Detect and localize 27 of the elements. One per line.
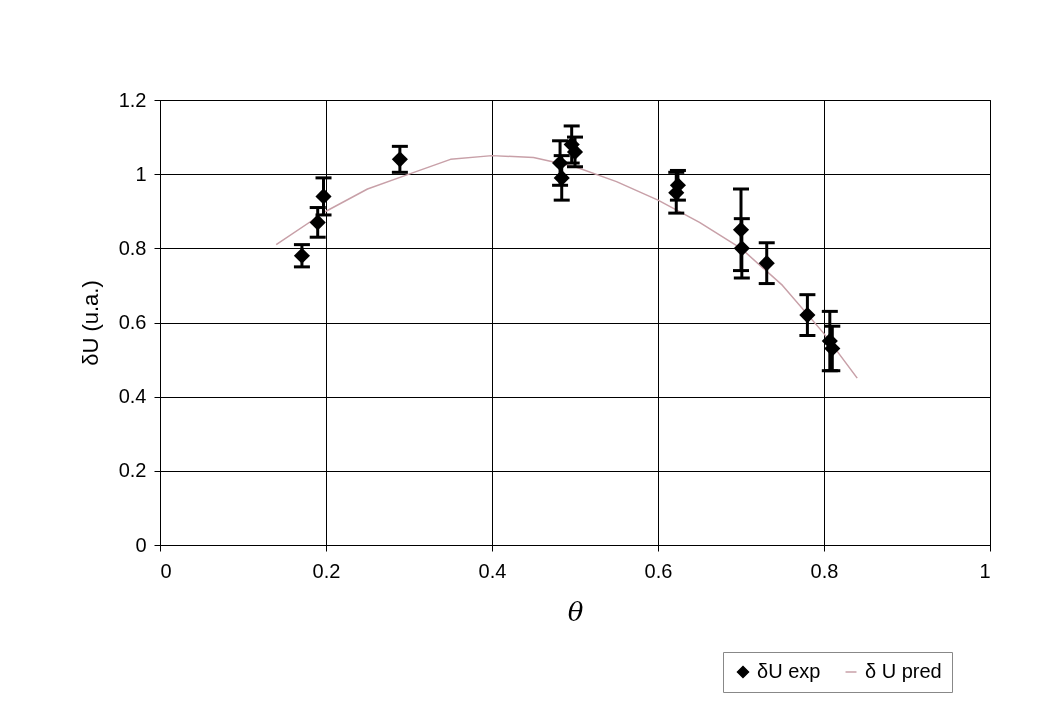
y-tick-label: 0 xyxy=(135,533,147,556)
y-tick-label: 0.2 xyxy=(118,459,147,482)
y-axis-title: δU (u.a.) xyxy=(77,280,103,366)
legend-label: δU exp xyxy=(757,660,821,682)
y-tick-label: 1 xyxy=(135,162,147,185)
x-axis-title: θ xyxy=(567,596,584,627)
x-tick-label: 0 xyxy=(160,559,172,582)
y-tick-label: 0.4 xyxy=(118,385,147,408)
y-tick-label: 0.6 xyxy=(118,311,147,333)
y-tick-label: 1.2 xyxy=(118,88,147,111)
point xyxy=(732,221,750,238)
legend-label: δ U pred xyxy=(865,660,942,682)
y-tick-label: 0.8 xyxy=(118,236,147,259)
x-tick-label: 0.4 xyxy=(478,559,507,582)
x-tick-label: 0.2 xyxy=(312,559,341,582)
x-tick-label: 0.6 xyxy=(644,559,673,582)
point xyxy=(315,188,332,205)
point xyxy=(391,151,408,168)
point xyxy=(309,214,326,231)
point xyxy=(553,169,570,186)
point xyxy=(293,247,310,264)
point xyxy=(733,240,750,257)
point xyxy=(758,255,775,272)
x-tick-label: 1 xyxy=(979,559,991,582)
x-tick-label: 0.8 xyxy=(810,559,839,582)
line-series xyxy=(275,154,858,379)
point xyxy=(799,307,816,324)
